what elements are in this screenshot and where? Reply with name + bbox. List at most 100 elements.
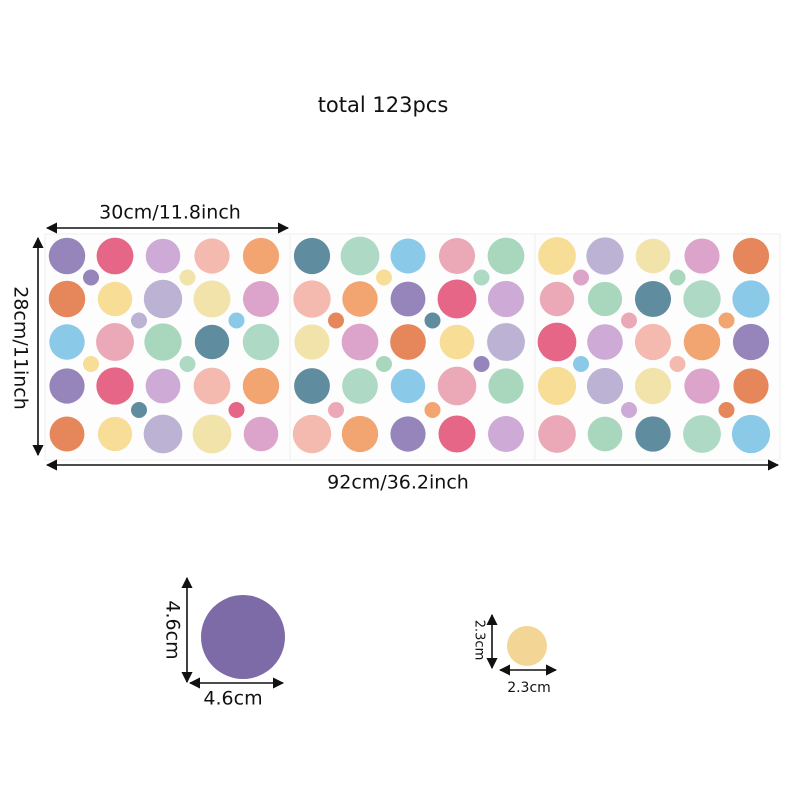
sticker-dot-small: [328, 312, 344, 329]
sticker-dot: [634, 323, 672, 361]
sticker-dot: [390, 324, 426, 360]
sticker-dot: [635, 416, 671, 452]
sticker-dot: [438, 237, 476, 275]
sticker-dot: [243, 416, 279, 452]
sticker-dot-small: [718, 402, 735, 418]
sheet-height-label: 28cm/11inch: [10, 286, 32, 410]
sticker-dot: [587, 324, 623, 360]
sticker-dot: [49, 324, 85, 360]
small-width-label: 2.3cm: [507, 680, 551, 696]
sticker-dot-small: [621, 312, 637, 329]
sticker-dot: [635, 238, 671, 274]
sticker-dot: [683, 323, 721, 361]
sticker-dot: [97, 281, 133, 317]
sticker-dot: [48, 280, 86, 318]
sticker-dot: [390, 238, 426, 274]
sticker-dot: [143, 414, 183, 454]
sticker-dot: [242, 367, 280, 405]
sticker-dot: [733, 368, 769, 404]
sticker-dot-small: [179, 269, 196, 286]
sticker-dot: [587, 281, 623, 317]
sticker-dot-small: [424, 402, 441, 418]
sticker-sheets: [44, 233, 781, 461]
sticker-dot-small: [131, 312, 147, 329]
sticker-dot-small: [83, 269, 99, 286]
sticker-dot: [194, 238, 230, 274]
sticker-dot-small: [473, 356, 490, 372]
sticker-dot-small: [179, 356, 196, 372]
sticker-dot-small: [669, 269, 686, 286]
sticker-dot: [145, 238, 181, 274]
sticker-dot: [96, 237, 134, 275]
sticker-dot-small: [669, 356, 686, 372]
sticker-dot: [731, 414, 771, 454]
sticker-dot: [683, 280, 721, 318]
small-height-label: 2.3cm: [472, 620, 487, 661]
sticker-dot: [487, 415, 525, 453]
sticker-dot: [342, 368, 378, 404]
sticker-dot: [97, 416, 133, 452]
sticker-dot: [537, 366, 577, 406]
sticker-dot: [438, 415, 476, 453]
sticker-dot: [341, 323, 379, 361]
sticker-dot: [487, 323, 525, 361]
sticker-dot: [539, 281, 575, 317]
sticker-dot: [48, 237, 86, 275]
sticker-dot: [538, 415, 576, 453]
sticker-dot: [684, 238, 720, 274]
sticker-dot-small: [83, 356, 99, 372]
title: total 123pcs: [318, 93, 449, 117]
sticker-dot-small: [473, 269, 490, 286]
sticker-dot: [242, 323, 280, 361]
sticker-dot: [538, 237, 576, 275]
sticker-dot: [96, 323, 134, 361]
sticker-dot: [49, 416, 85, 452]
sticker-dot: [49, 368, 85, 404]
total-width-label: 92cm/36.2inch: [327, 472, 469, 494]
sticker-dot-small: [228, 312, 245, 329]
sticker-dot: [683, 415, 721, 453]
sticker-dot: [390, 416, 426, 452]
sticker-dot: [634, 280, 672, 318]
sticker-dot: [294, 368, 330, 404]
sticker-dot: [143, 279, 183, 319]
sticker-dot: [487, 237, 525, 275]
sticker-dot: [193, 280, 231, 318]
sticker-dot: [294, 324, 330, 360]
sticker-dot: [292, 414, 332, 454]
small-dot: [507, 626, 547, 666]
sticker-dot: [437, 279, 477, 319]
sticker-dot: [242, 237, 280, 275]
sticker-dot: [487, 280, 525, 318]
large-height-label: 4.6cm: [162, 600, 184, 659]
large-width-label: 4.6cm: [203, 688, 262, 710]
sticker-dot: [586, 367, 624, 405]
sticker-dot-small: [621, 402, 637, 418]
sticker-dot: [437, 366, 477, 406]
sticker-dot: [144, 323, 182, 361]
sticker-dot: [293, 280, 331, 318]
sticker-dot: [587, 416, 623, 452]
sticker-dot: [634, 367, 672, 405]
sticker-dot: [96, 367, 134, 405]
large-dot: [201, 595, 285, 679]
sticker-dot-small: [376, 269, 392, 286]
sheet-width-label: 30cm/11.8inch: [99, 202, 241, 224]
sticker-dot: [342, 281, 378, 317]
sticker-dot: [341, 415, 379, 453]
sticker-dot: [293, 237, 331, 275]
sticker-dot-small: [328, 402, 344, 418]
sticker-dot: [194, 324, 230, 360]
sticker-dot: [390, 368, 426, 404]
sticker-dot-small: [718, 312, 735, 329]
sticker-dot: [732, 280, 770, 318]
sticker-dot-small: [131, 402, 147, 418]
sticker-dot: [488, 368, 524, 404]
sticker-dot-small: [573, 269, 589, 286]
sticker-dot: [340, 236, 380, 276]
sticker-dot: [537, 322, 577, 362]
sticker-dot: [732, 323, 770, 361]
sticker-dot-small: [228, 402, 245, 418]
sticker-dot: [242, 280, 280, 318]
